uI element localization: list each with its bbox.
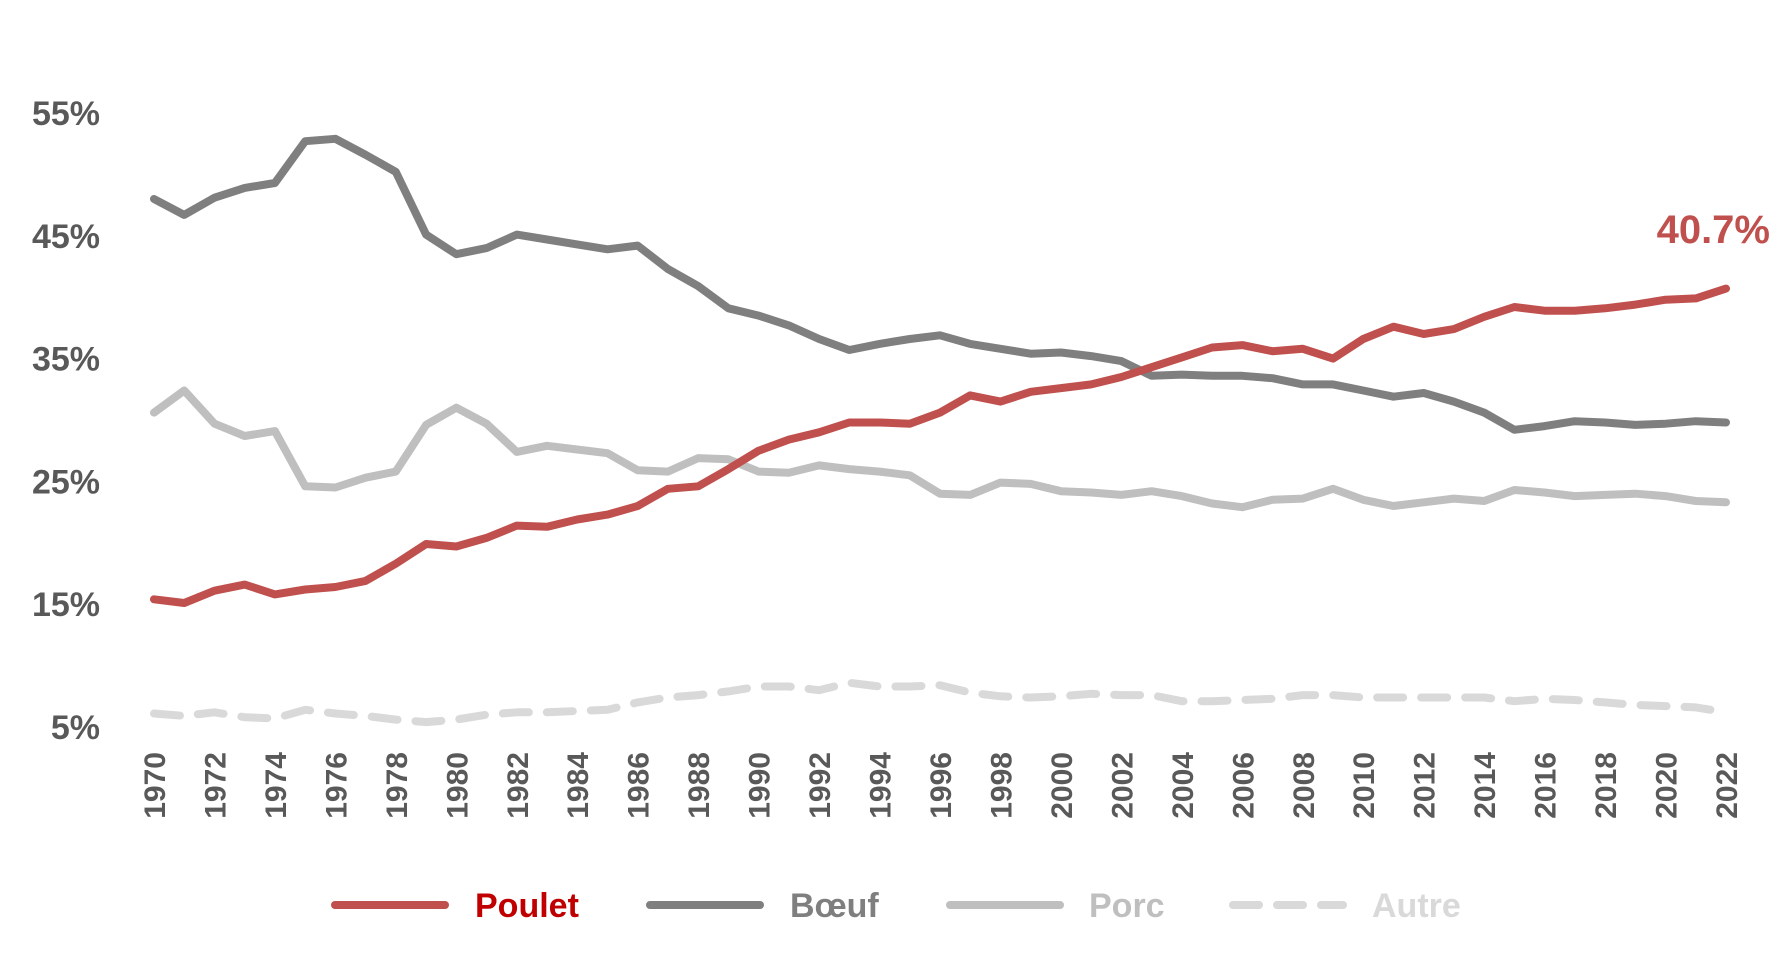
y-tick-label: 15% — [32, 586, 100, 624]
x-tick-label: 1974 — [260, 752, 293, 819]
legend-label-2: Porc — [1089, 887, 1165, 925]
x-axis: 1970 1972 1974 1976 1978 1980 1982 1984 1986 1988… — [139, 752, 1744, 819]
series-line-0 — [150, 284, 1730, 607]
x-tick-label: 1994 — [865, 752, 898, 819]
x-tick-label: 2020 — [1651, 752, 1684, 819]
x-tick-label: 1980 — [441, 752, 474, 819]
y-tick-label: 25% — [32, 463, 100, 501]
x-tick-label: 2004 — [1167, 752, 1200, 819]
x-tick-label: 2018 — [1590, 752, 1623, 819]
x-tick-label: 2010 — [1348, 752, 1381, 819]
x-tick-label: 1998 — [985, 752, 1018, 819]
x-tick-label: 1976 — [320, 752, 353, 819]
legend-label-3: Autre — [1372, 887, 1461, 925]
x-tick-label: 1992 — [804, 752, 837, 819]
x-tick-label: 2002 — [1106, 752, 1139, 819]
x-tick-label: 2000 — [1046, 752, 1079, 819]
y-tick-label: 45% — [32, 218, 100, 256]
annotation: 40.7% — [1657, 208, 1770, 252]
series-lines — [150, 134, 1730, 727]
x-tick-label: 1984 — [562, 752, 595, 819]
series-line-1 — [150, 134, 1730, 434]
x-tick-label: 1988 — [683, 752, 716, 819]
x-tick-label: 2014 — [1469, 752, 1502, 819]
series-line-2 — [150, 386, 1730, 512]
x-tick-label: 2012 — [1409, 752, 1442, 819]
x-tick-label: 1978 — [381, 752, 414, 819]
legend-label-1: Bœuf — [790, 887, 879, 925]
legend: Poulet Bœuf Porc Autre — [331, 887, 1461, 925]
x-tick-label: 2016 — [1530, 752, 1563, 819]
x-tick-label: 1970 — [139, 752, 172, 819]
y-tick-label: 35% — [32, 341, 100, 379]
legend-label-0: Poulet — [475, 887, 579, 925]
series-line-3 — [150, 678, 1730, 727]
x-tick-label: 2022 — [1711, 752, 1744, 819]
x-tick-label: 1996 — [925, 752, 958, 819]
y-tick-label: 5% — [51, 709, 100, 747]
y-axis: 5% 15% 25% 35% 45% 55% — [32, 95, 100, 747]
x-tick-label: 1990 — [744, 752, 777, 819]
x-tick-label: 1972 — [199, 752, 232, 819]
x-tick-label: 1986 — [623, 752, 656, 819]
x-tick-label: 1982 — [502, 752, 535, 819]
x-tick-label: 2006 — [1227, 752, 1260, 819]
last-value-annotation: 40.7% — [1657, 208, 1770, 252]
y-tick-label: 55% — [32, 95, 100, 133]
x-tick-label: 2008 — [1288, 752, 1321, 819]
